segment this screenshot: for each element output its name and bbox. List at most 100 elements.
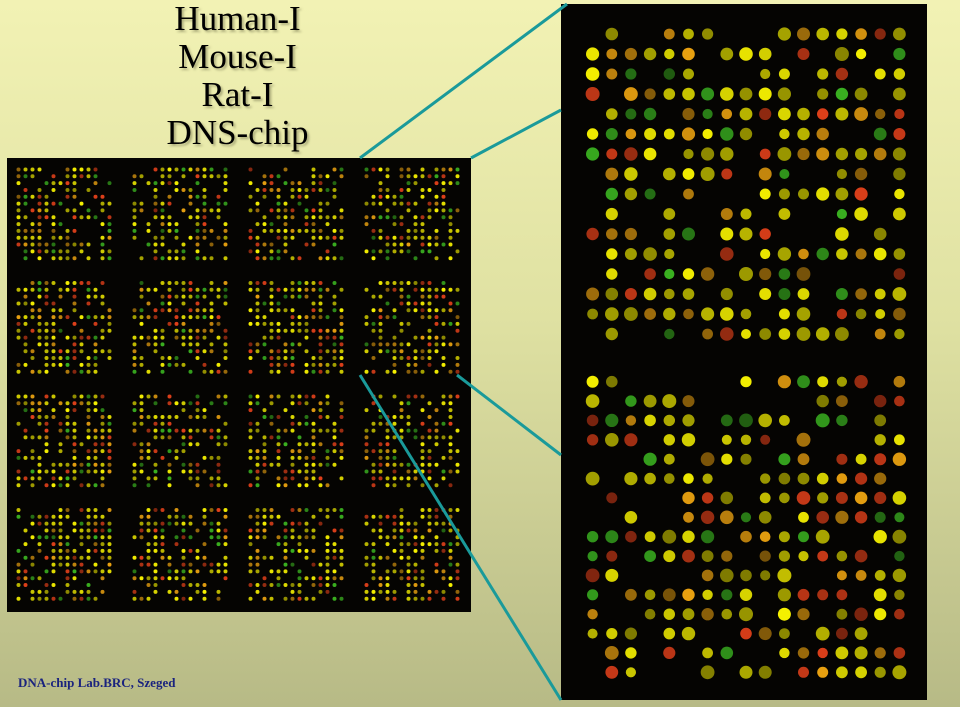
overview-spot [420,576,425,581]
overview-spot [107,428,112,433]
overview-spot [223,421,228,426]
overview-spot [86,188,91,192]
overview-spot [385,167,390,172]
overview-spot [65,415,70,419]
overview-spot [413,476,418,481]
overview-spot [216,462,221,467]
overview-spot [65,356,70,360]
overview-spot [107,215,112,220]
overview-spot [23,215,28,220]
overview-spot [100,589,105,594]
overview-spot [392,435,397,440]
overview-spot [269,401,274,406]
overview-spot [153,194,158,199]
overview-spot [262,281,267,285]
overview-spot [378,442,383,447]
overview-spot [434,167,439,172]
overview-spot [283,294,288,299]
overview-spot [86,394,91,399]
overview-spot [339,576,344,581]
overview-spot [51,548,56,553]
overview-spot [276,542,281,547]
overview-spot [406,562,411,567]
overview-spot [255,583,260,587]
overview-spot [269,335,274,340]
overview-spot [399,548,404,553]
overview-spot [30,514,35,519]
overview-spot [434,521,439,526]
overview-spot [44,521,49,526]
overview-spot [79,442,84,447]
overview-spot [385,462,390,467]
zoom-spot [892,147,906,161]
overview-spot [290,321,295,326]
overview-spot [153,508,158,512]
zoom-spot [836,666,848,679]
zoom-spot [682,288,695,300]
overview-spot [448,562,453,567]
overview-spot [107,315,112,320]
overview-spot [153,287,158,292]
overview-spot [79,562,84,567]
overview-spot [58,528,63,533]
overview-spot [223,256,228,261]
overview-spot [325,449,330,454]
overview-spot [269,596,274,601]
overview-spot [371,596,376,601]
overview-spot [304,455,309,460]
overview-spot [65,421,70,426]
overview-spot [160,521,165,526]
overview-spot [420,555,425,560]
overview-spot [276,362,281,367]
overview-spot [269,555,274,560]
zoom-spot [663,414,675,427]
overview-spot [290,294,295,299]
zoom-spot [739,267,753,281]
zoom-spot [817,666,829,678]
overview-spot [413,362,418,367]
overview-spot [44,362,49,367]
overview-spot [93,167,98,172]
overview-spot [100,415,105,419]
zoom-spot [720,491,734,505]
overview-spot [276,435,281,440]
overview-spot [93,462,98,467]
overview-spot [392,428,397,433]
overview-spot [51,228,56,233]
zoom-spot [759,148,771,160]
overview-spot [181,256,186,261]
zoom-spot [587,628,598,639]
overview-spot [318,562,323,567]
overview-spot [202,201,207,206]
zoom-spot [874,511,886,523]
overview-spot [283,356,288,360]
zoom-spot [720,227,734,241]
overview-spot [209,435,214,440]
overview-spot [23,528,28,533]
overview-spot [188,315,193,320]
overview-spot [44,583,49,587]
overview-spot [100,194,105,199]
overview-spot [399,415,404,419]
overview-spot [406,294,411,299]
overview-spot [146,335,151,340]
overview-spot [181,328,186,333]
overview-spot [23,294,28,299]
overview-spot [269,294,274,299]
overview-spot [269,421,274,426]
overview-spot [174,167,179,172]
overview-spot [427,415,432,419]
overview-spot [23,287,28,292]
overview-spot [448,167,453,172]
overview-spot [255,188,260,192]
zoom-spot [643,287,657,301]
overview-spot [153,569,158,574]
zoom-spot [682,530,695,543]
overview-spot [318,483,323,488]
overview-spot [72,335,77,340]
overview-spot [248,321,253,326]
overview-spot [107,562,112,567]
overview-spot [290,369,295,374]
zoom-spot [701,550,714,562]
overview-spot [378,342,383,347]
